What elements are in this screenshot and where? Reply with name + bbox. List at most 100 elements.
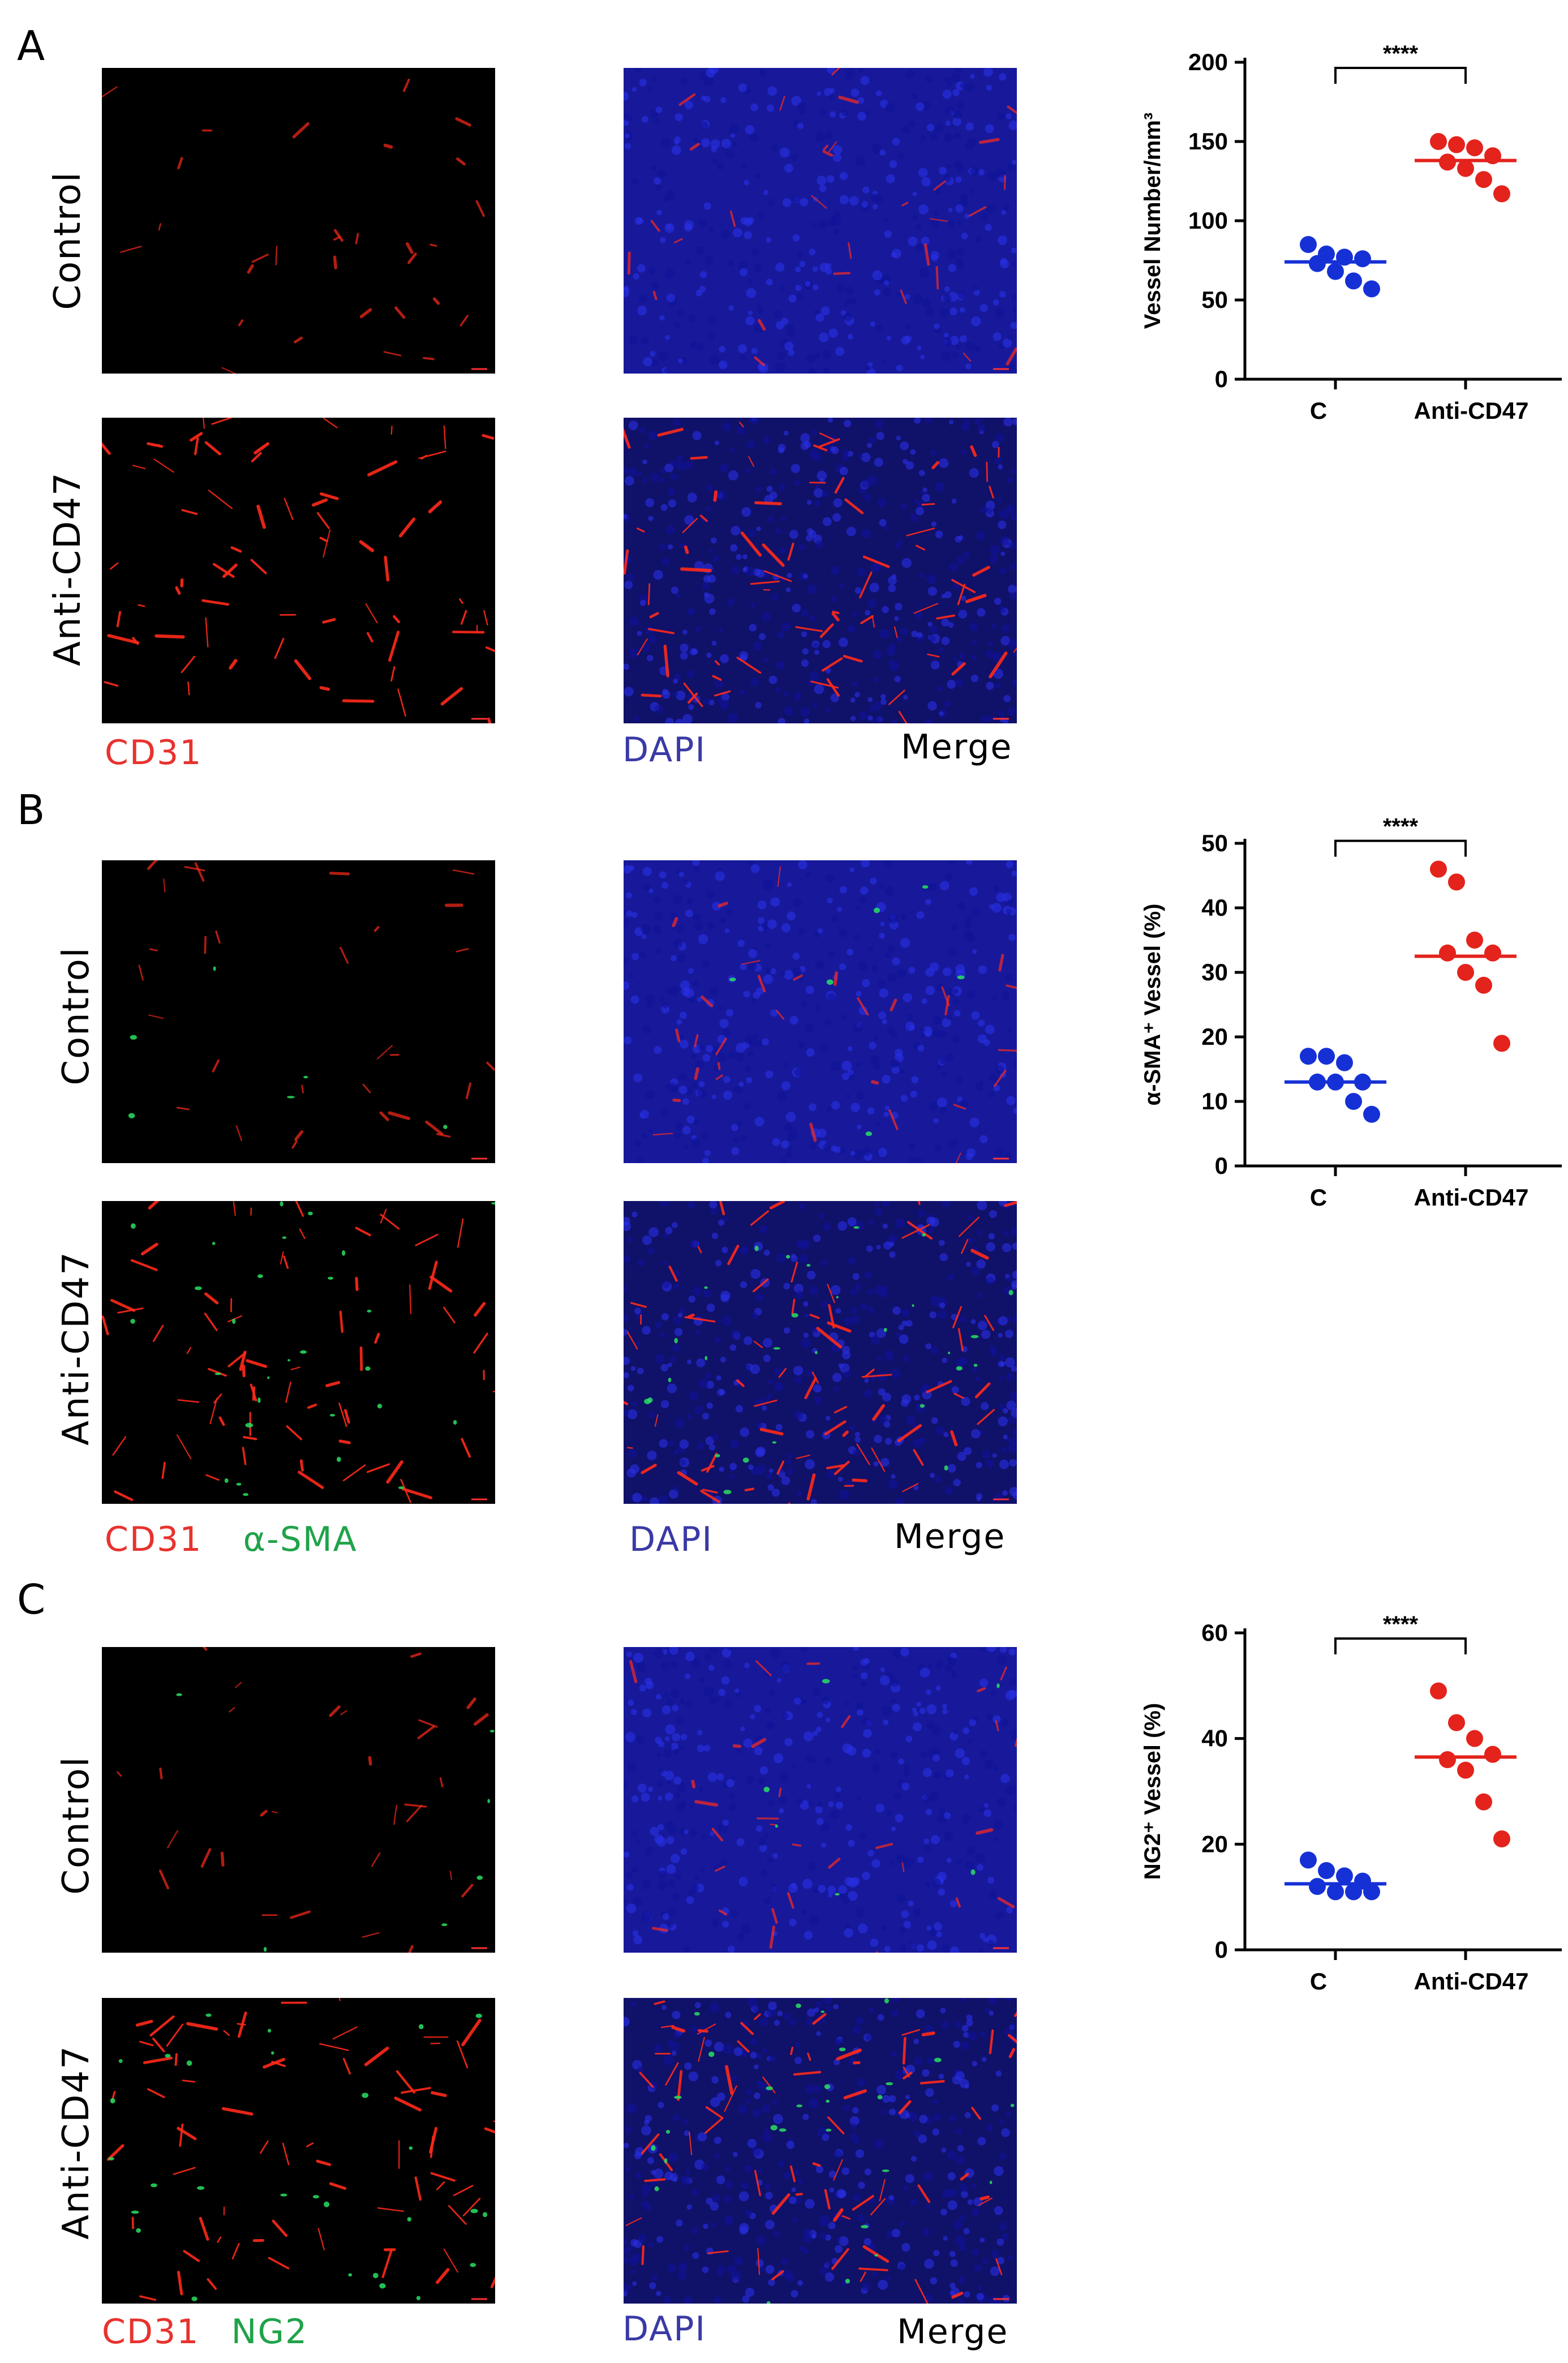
data-point bbox=[1448, 873, 1465, 891]
data-point bbox=[1484, 1746, 1501, 1763]
data-point bbox=[1475, 171, 1492, 188]
data-point bbox=[1327, 1883, 1344, 1901]
data-point bbox=[1300, 1851, 1317, 1869]
micrograph-b-anti-cd47-merge bbox=[624, 1201, 1017, 1504]
data-point bbox=[1457, 964, 1474, 981]
data-point bbox=[1345, 1883, 1362, 1901]
stain-label-c: CD31 NG2 bbox=[102, 2312, 308, 2352]
data-point bbox=[1327, 263, 1344, 280]
data-point bbox=[1300, 1048, 1317, 1065]
data-point bbox=[1466, 932, 1483, 949]
y-axis-label: α-SMA⁺ Vessel (%) bbox=[1140, 904, 1165, 1106]
row-label-anti-cd47-b: Anti-CD47 bbox=[55, 1251, 97, 1446]
stain-label-b-dapi: DAPI bbox=[629, 1520, 714, 1559]
significance-bracket bbox=[1334, 839, 1467, 857]
x-tick-label: Anti-CD47 bbox=[1414, 397, 1528, 424]
y-tick-label: 20 bbox=[1201, 1023, 1228, 1050]
data-point bbox=[1493, 1830, 1510, 1847]
chart-c: 0 20 40 60 C Anti-CD47 NG2⁺ Vessel (%) **** bbox=[1075, 1605, 1562, 2012]
significance-label: **** bbox=[1383, 41, 1419, 66]
data-point bbox=[1430, 860, 1447, 878]
data-point bbox=[1457, 1761, 1474, 1779]
significance-label: **** bbox=[1383, 1612, 1419, 1637]
micrograph-c-anti-cd47-cd31 bbox=[102, 1998, 495, 2304]
x-tick-label: C bbox=[1310, 1184, 1327, 1211]
panel-letter-a: A bbox=[17, 22, 45, 70]
data-point bbox=[1430, 133, 1447, 150]
stain-alpha-sma: α-SMA bbox=[243, 1520, 358, 1559]
stain-cd31: CD31 bbox=[105, 1520, 203, 1559]
data-point bbox=[1466, 1730, 1483, 1747]
data-point bbox=[1439, 944, 1456, 962]
data-point bbox=[1336, 1867, 1353, 1885]
stain-label-a-dapi: DAPI bbox=[622, 730, 707, 770]
micrograph-b-control-merge bbox=[624, 860, 1017, 1163]
stain-label-a-merge: Merge bbox=[901, 727, 1013, 767]
data-point bbox=[1430, 1682, 1447, 1700]
significance-bracket bbox=[1334, 67, 1467, 84]
y-tick-label: 50 bbox=[1201, 830, 1228, 856]
data-point bbox=[1345, 272, 1362, 290]
data-point bbox=[1318, 1862, 1335, 1879]
stain-label-b: CD31 α-SMA bbox=[105, 1520, 358, 1559]
data-point bbox=[1457, 160, 1474, 177]
data-point bbox=[1484, 944, 1501, 962]
y-axis-label: Vessel Number/mm³ bbox=[1140, 113, 1165, 329]
micrograph-c-anti-cd47-merge bbox=[624, 1998, 1017, 2304]
data-point bbox=[1475, 976, 1492, 994]
stain-label-c-merge: Merge bbox=[897, 2312, 1009, 2352]
y-tick-label: 150 bbox=[1188, 128, 1228, 155]
micrograph-b-control-cd31 bbox=[102, 860, 495, 1163]
x-tick-label: C bbox=[1310, 397, 1327, 424]
data-point bbox=[1300, 236, 1317, 253]
micrograph-a-anti-cd47-merge bbox=[624, 418, 1017, 723]
data-point bbox=[1318, 1048, 1335, 1065]
data-point bbox=[1493, 185, 1510, 203]
row-label-control-a: Control bbox=[47, 171, 89, 310]
data-point bbox=[1493, 1035, 1510, 1052]
y-axis-label: NG2⁺ Vessel (%) bbox=[1140, 1703, 1165, 1880]
chart-a: 0 50 100 150 200 C Anti-CD47 Vessel Number/mm³ *… bbox=[1075, 34, 1562, 441]
data-point bbox=[1363, 1883, 1380, 1901]
data-point bbox=[1336, 1054, 1353, 1071]
y-tick-label: 0 bbox=[1215, 366, 1228, 392]
x-tick-label: Anti-CD47 bbox=[1414, 1968, 1528, 1995]
significance-label: **** bbox=[1383, 814, 1419, 839]
stain-cd31: CD31 bbox=[102, 2312, 200, 2352]
significance-bracket bbox=[1334, 1637, 1467, 1654]
micrograph-a-control-cd31 bbox=[102, 68, 495, 374]
panel-letter-c: C bbox=[17, 1576, 46, 1623]
panel-letter-b: B bbox=[17, 786, 45, 834]
y-tick-label: 60 bbox=[1201, 1619, 1228, 1646]
x-tick-label: C bbox=[1310, 1968, 1327, 1995]
y-tick-label: 30 bbox=[1201, 959, 1228, 985]
stain-cd31: CD31 bbox=[105, 733, 203, 773]
row-label-anti-cd47-a: Anti-CD47 bbox=[47, 471, 89, 666]
stain-label-b-merge: Merge bbox=[894, 1517, 1006, 1556]
y-tick-label: 50 bbox=[1201, 286, 1228, 313]
data-point bbox=[1354, 250, 1371, 268]
y-tick-label: 40 bbox=[1201, 1725, 1228, 1752]
data-point bbox=[1363, 280, 1380, 298]
y-tick-label: 200 bbox=[1188, 49, 1228, 75]
stain-ng2: NG2 bbox=[231, 2312, 308, 2352]
y-tick-label: 10 bbox=[1201, 1088, 1228, 1114]
data-point bbox=[1475, 1793, 1492, 1811]
y-tick-label: 100 bbox=[1188, 207, 1228, 234]
data-point bbox=[1439, 1751, 1456, 1768]
micrograph-c-control-cd31 bbox=[102, 1647, 495, 1953]
row-label-control-b: Control bbox=[55, 946, 97, 1086]
y-tick-label: 0 bbox=[1215, 1152, 1228, 1179]
x-tick-label: Anti-CD47 bbox=[1414, 1184, 1528, 1211]
y-tick-label: 20 bbox=[1201, 1830, 1228, 1857]
data-point bbox=[1345, 1093, 1362, 1110]
row-label-control-c: Control bbox=[55, 1756, 97, 1895]
micrograph-c-control-merge bbox=[624, 1647, 1017, 1953]
micrograph-b-anti-cd47-cd31 bbox=[102, 1201, 495, 1504]
data-point bbox=[1448, 136, 1465, 153]
data-point bbox=[1363, 1105, 1380, 1123]
data-point bbox=[1309, 1878, 1326, 1895]
micrograph-a-control-merge bbox=[624, 68, 1017, 374]
stain-label-c-dapi: DAPI bbox=[622, 2309, 707, 2349]
stain-label-a-cd31: CD31 bbox=[105, 733, 202, 773]
